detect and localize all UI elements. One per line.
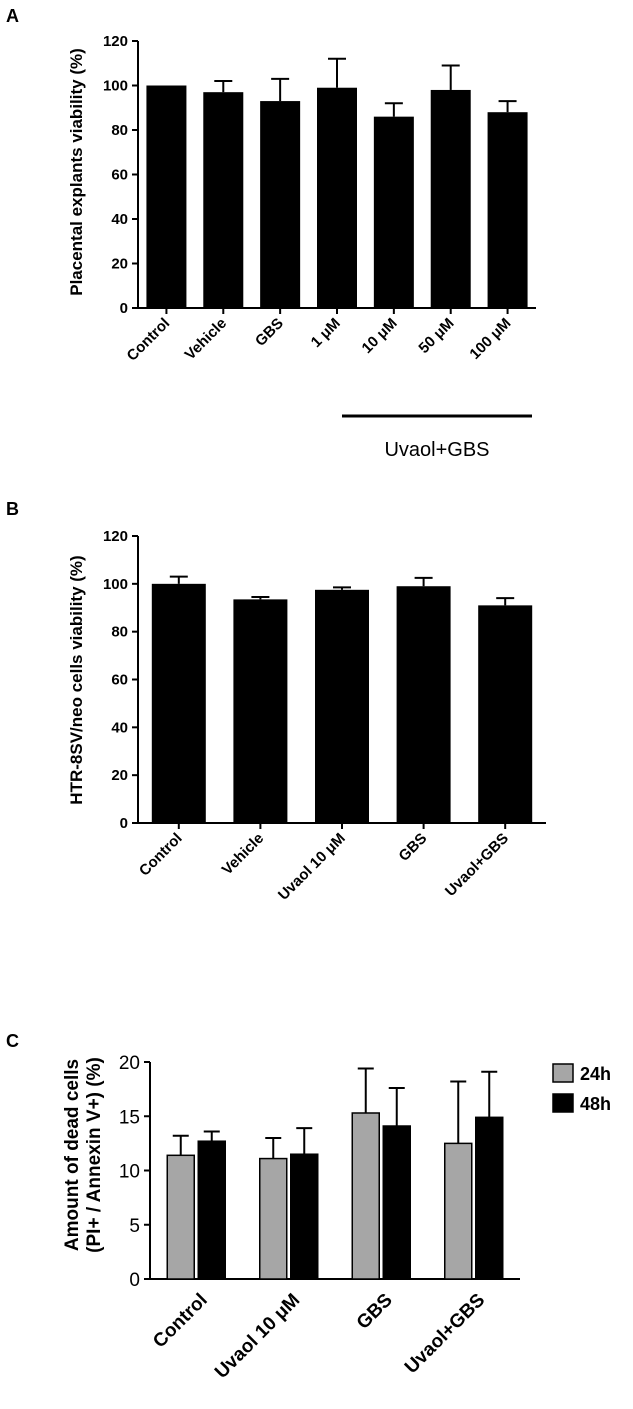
bar-24h (351, 1112, 380, 1280)
panel-letter-c: C (6, 1031, 19, 1051)
y-tick-label: 20 (111, 256, 128, 273)
legend-swatch-48h (552, 1093, 574, 1113)
panel-c-y-axis-title-line2: (PI+ / Annexin V+) (%) (84, 1057, 105, 1253)
y-tick-label: 40 (111, 211, 128, 228)
bar-24h (444, 1142, 473, 1280)
chart-panel-c: Amount of dead cells (PI+ / Annexin V+) … (62, 1053, 611, 1383)
category-label: Control (124, 315, 174, 365)
category-label: Uvaol 10 μM (211, 1290, 304, 1383)
y-tick-label: 0 (120, 815, 128, 832)
bar (233, 599, 288, 823)
y-tick-label: 15 (119, 1107, 140, 1128)
bar-48h (475, 1116, 504, 1280)
category-label: Uvaol 10 μM (275, 830, 349, 904)
y-tick-label: 60 (111, 672, 128, 689)
bar (151, 583, 206, 823)
y-tick-label: 100 (103, 576, 128, 593)
y-tick-label: 80 (111, 624, 128, 641)
panel-a-y-axis-title: Placental explants viability (%) (67, 48, 86, 296)
bar-24h (259, 1157, 288, 1280)
category-label: GBS (395, 830, 430, 865)
panel-letter-b: B (6, 499, 19, 519)
bar (373, 116, 414, 309)
y-tick-label: 0 (129, 1270, 140, 1291)
bar-48h (197, 1140, 226, 1280)
legend-swatch-24h (552, 1063, 574, 1083)
panel-a-bracket-label: Uvaol+GBS (384, 439, 489, 461)
y-tick-label: 60 (111, 167, 128, 184)
y-tick-label: 20 (119, 1053, 140, 1074)
legend-label-48h: 48h (580, 1094, 611, 1114)
bar (203, 92, 244, 308)
panel-c-y-axis-title-line1: Amount of dead cells (62, 1059, 83, 1251)
chart-panel-a: Placental explants viability (%) 0 20 40 60… (67, 33, 536, 461)
y-tick-label: 100 (103, 78, 128, 95)
chart-panel-b: HTR-8SV/neo cells viability (%) 0 20 40 60 8… (67, 528, 546, 904)
category-label: Control (149, 1290, 212, 1353)
bar (317, 87, 357, 308)
category-label: 50 μM (415, 315, 457, 357)
bar (146, 85, 187, 308)
category-label: 100 μM (466, 315, 514, 363)
bar (396, 586, 451, 823)
y-tick-label: 0 (120, 300, 128, 317)
bar (260, 101, 301, 308)
bar (478, 605, 533, 823)
bar (487, 112, 528, 308)
legend-label-24h: 24h (580, 1064, 611, 1084)
category-label: Uvaol+GBS (442, 830, 512, 900)
category-label: Uvaol+GBS (401, 1290, 489, 1378)
y-tick-label: 80 (111, 122, 128, 139)
category-label: Vehicle (182, 315, 231, 364)
bar-24h (166, 1154, 195, 1280)
category-label: Control (136, 830, 186, 880)
y-tick-label: 40 (111, 719, 128, 736)
y-tick-label: 10 (119, 1162, 140, 1183)
panel-b-y-axis-title: HTR-8SV/neo cells viability (%) (67, 555, 86, 804)
category-label: GBS (252, 315, 287, 350)
category-label: GBS (353, 1290, 397, 1334)
y-tick-label: 120 (103, 33, 128, 50)
y-tick-label: 120 (103, 528, 128, 545)
category-label: Vehicle (219, 830, 268, 879)
y-tick-label: 5 (129, 1216, 140, 1237)
category-label: 10 μM (359, 315, 401, 357)
bar (430, 89, 471, 308)
bar (315, 589, 369, 823)
bar-48h (290, 1153, 319, 1280)
panel-letter-a: A (6, 6, 19, 26)
category-label: 1 μM (308, 315, 344, 351)
bar-48h (382, 1125, 411, 1280)
y-tick-label: 20 (111, 767, 128, 784)
panel-c-legend: 24h 48h (552, 1063, 611, 1114)
